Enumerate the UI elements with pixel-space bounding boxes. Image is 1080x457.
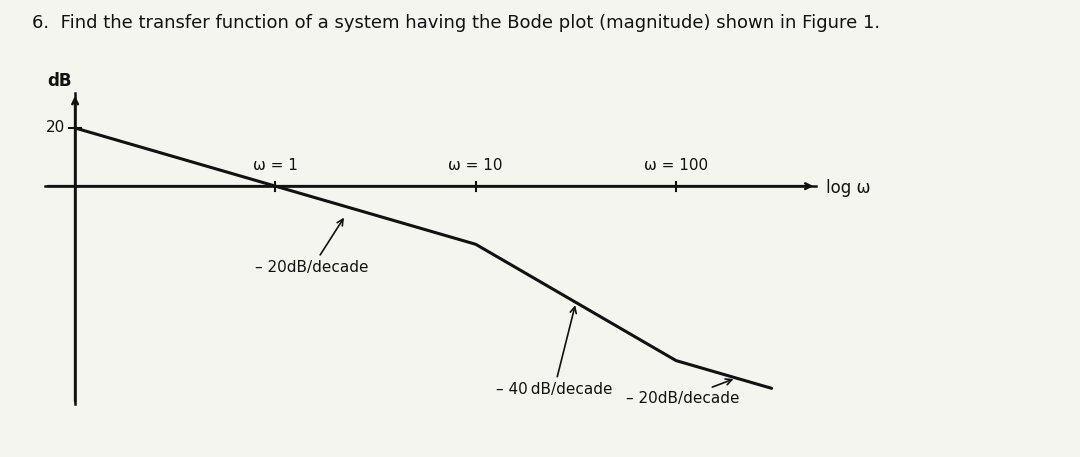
Text: ω = 1: ω = 1	[253, 158, 298, 173]
Text: ω = 10: ω = 10	[448, 158, 503, 173]
Text: – 20dB/decade: – 20dB/decade	[255, 219, 369, 275]
Text: ω = 100: ω = 100	[644, 158, 708, 173]
Text: – 40 dB/decade: – 40 dB/decade	[496, 307, 612, 397]
Text: 20: 20	[45, 121, 65, 135]
Text: log ω: log ω	[826, 179, 870, 197]
Text: – 20dB/decade: – 20dB/decade	[626, 379, 740, 406]
Text: dB: dB	[46, 72, 71, 90]
Text: 6.  Find the transfer function of a system having the Bode plot (magnitude) show: 6. Find the transfer function of a syste…	[32, 14, 880, 32]
